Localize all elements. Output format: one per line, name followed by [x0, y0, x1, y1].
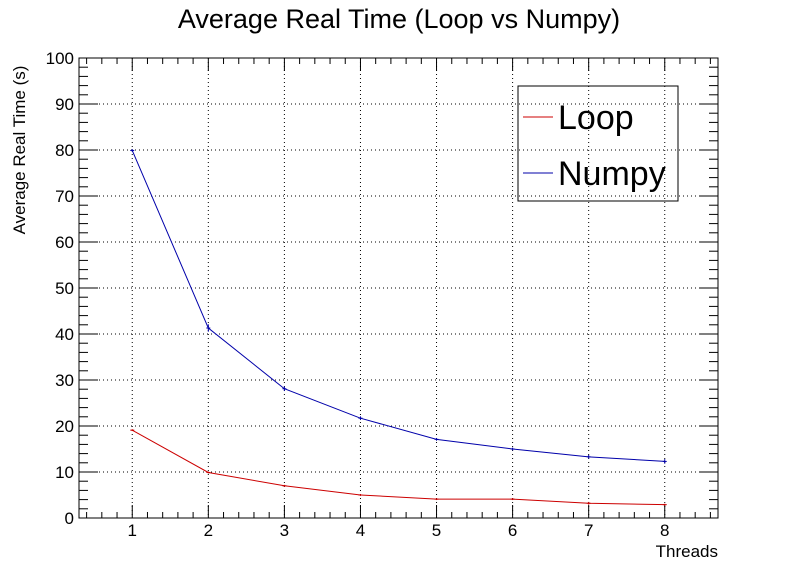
x-tick-label: 2 [204, 521, 213, 540]
y-tick-label: 100 [46, 49, 74, 68]
legend: Loop Numpy [517, 85, 679, 202]
y-tick-label: 80 [55, 141, 74, 160]
chart-title: Average Real Time (Loop vs Numpy) [178, 4, 620, 34]
legend-label-numpy: Numpy [558, 155, 666, 193]
y-axis-title: Average Real Time (s) [10, 66, 29, 235]
y-tick-label: 90 [55, 95, 74, 114]
y-tick-label: 40 [55, 325, 74, 344]
x-tick-label: 4 [356, 521, 365, 540]
y-tick-label: 20 [55, 417, 74, 436]
series-numpy [130, 149, 667, 464]
series-line-numpy [131, 150, 665, 462]
axis-ticks [79, 57, 718, 519]
x-tick-label: 5 [432, 521, 441, 540]
y-tick-label: 60 [55, 233, 74, 252]
x-tick-label: 6 [508, 521, 517, 540]
x-tick-label: 7 [584, 521, 593, 540]
series-loop [130, 429, 667, 506]
series-line-loop [132, 429, 665, 506]
x-tick-label: 8 [660, 521, 669, 540]
y-tick-label: 0 [65, 509, 74, 528]
y-tick-label: 10 [55, 463, 74, 482]
series-layer [130, 149, 667, 506]
x-tick-label: 1 [128, 521, 137, 540]
legend-box [517, 85, 679, 202]
y-tick-label: 30 [55, 371, 74, 390]
x-axis-title: Threads [656, 542, 718, 561]
y-tick-label: 50 [55, 279, 74, 298]
y-tick-label: 70 [55, 187, 74, 206]
legend-label-loop: Loop [558, 99, 634, 137]
grid-lines [79, 58, 718, 518]
x-tick-label: 3 [280, 521, 289, 540]
